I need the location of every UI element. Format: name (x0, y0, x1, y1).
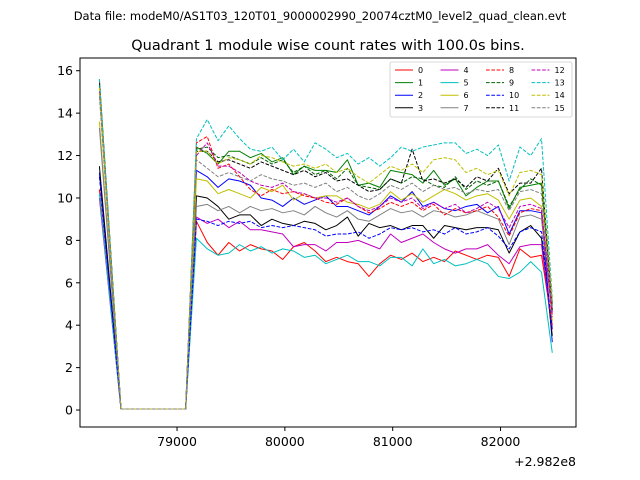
legend-label-3: 3 (418, 104, 423, 113)
y-tick-label: 12 (57, 148, 73, 163)
series-line-3 (98, 166, 553, 410)
legend-label-12: 12 (555, 66, 565, 75)
legend-label-2: 2 (418, 91, 423, 100)
x-tick-label: 81000 (373, 434, 413, 449)
legend-label-11: 11 (509, 104, 519, 113)
figure-suptitle: Data file: modeM0/AS1T03_120T01_90000029… (74, 9, 567, 23)
x-tick-label: 82000 (481, 434, 521, 449)
y-tick-label: 10 (57, 190, 73, 205)
series-line-2 (98, 169, 553, 410)
y-tick-label: 6 (65, 275, 73, 290)
legend-label-10: 10 (509, 91, 519, 100)
y-tick-label: 14 (57, 106, 73, 121)
series-lines (98, 79, 553, 410)
y-tick-label: 0 (65, 403, 73, 418)
series-line-7 (98, 127, 553, 410)
y-tick-label: 16 (57, 63, 73, 78)
legend-label-14: 14 (555, 91, 565, 100)
legend-label-8: 8 (509, 66, 514, 75)
legend-label-5: 5 (464, 79, 469, 88)
legend-label-4: 4 (464, 66, 469, 75)
series-line-13 (98, 79, 553, 410)
series-line-1 (98, 79, 553, 410)
series-line-5 (98, 193, 553, 410)
axes-frame (79, 57, 577, 428)
series-line-0 (98, 189, 553, 410)
legend-label-15: 15 (555, 104, 565, 113)
series-line-14 (98, 87, 553, 410)
legend-label-6: 6 (464, 91, 469, 100)
chart-title: Quadrant 1 module wise count rates with … (131, 38, 525, 54)
series-line-6 (98, 121, 553, 410)
legend-box (389, 61, 573, 118)
legend-label-0: 0 (418, 66, 423, 75)
y-tick-label: 4 (65, 318, 73, 333)
legend-label-13: 13 (555, 79, 565, 88)
x-tick-label: 79000 (157, 434, 197, 449)
legend-label-1: 1 (418, 79, 423, 88)
series-line-15 (98, 96, 553, 410)
legend-label-7: 7 (464, 104, 469, 113)
series-line-8 (98, 81, 553, 410)
series-line-4 (98, 197, 553, 410)
y-tick-label: 2 (65, 360, 73, 375)
x-tick-label: 80000 (265, 434, 305, 449)
x-axis-offset-label: +2.982e8 (514, 454, 576, 469)
y-tick-label: 8 (65, 233, 73, 248)
legend-label-9: 9 (509, 79, 514, 88)
